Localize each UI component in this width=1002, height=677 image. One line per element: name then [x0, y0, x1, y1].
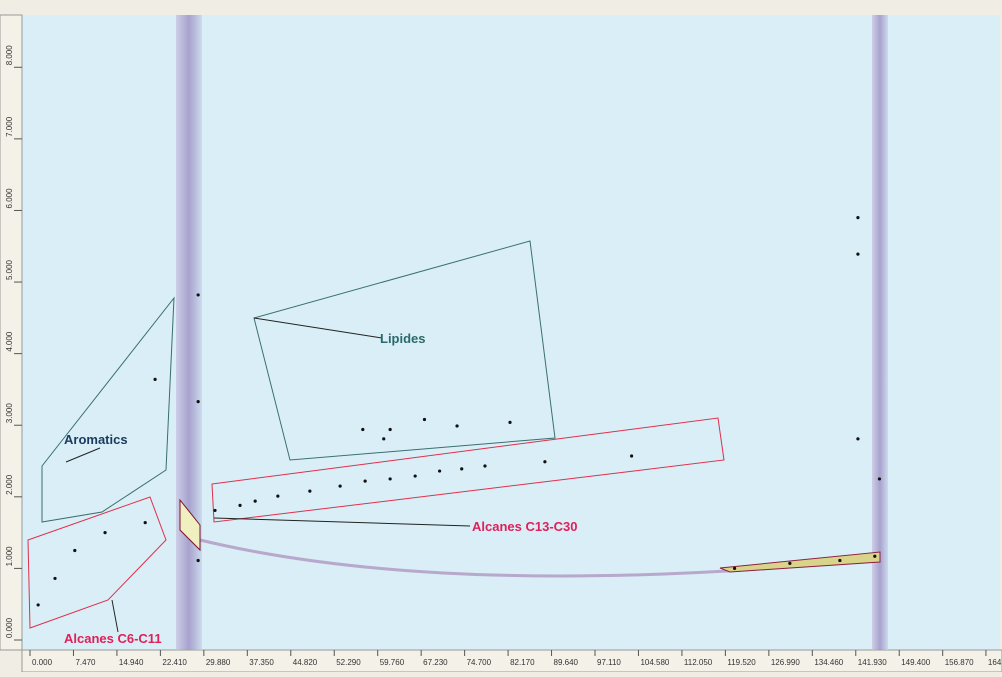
peak: [363, 479, 367, 483]
peak: [143, 520, 147, 525]
region-c13-c30: [211, 417, 725, 523]
x-tick-label: 126.990: [771, 658, 800, 667]
x-tick-label: 164.3: [988, 658, 1002, 667]
peak: [856, 216, 860, 220]
peak: [838, 558, 842, 563]
leader-line: [111, 599, 119, 633]
peak: [308, 489, 312, 493]
streak-blob: [179, 498, 201, 552]
y-tick-label: 6.000: [5, 188, 14, 209]
peak: [196, 400, 200, 404]
peak: [732, 566, 737, 571]
annotation: Alcanes C6-C11: [64, 631, 162, 646]
y-tick-label: 7.000: [5, 116, 14, 137]
peak: [455, 424, 459, 428]
leader-line: [213, 517, 471, 527]
peak: [276, 494, 280, 498]
x-tick-label: 156.870: [945, 658, 974, 667]
y-tick-label: 1.000: [5, 546, 14, 567]
annotation: Aromatics: [64, 432, 128, 447]
x-tick-label: 89.640: [554, 658, 579, 667]
peak: [238, 503, 242, 508]
leader-line: [253, 317, 383, 339]
peak: [73, 548, 77, 553]
peak: [103, 531, 107, 535]
y-tick-label: 5.000: [5, 259, 14, 280]
region-aromatics: [41, 296, 175, 523]
x-tick-label: 59.760: [380, 658, 405, 667]
peak: [36, 603, 40, 607]
peak: [543, 460, 547, 464]
y-tick-label: 2.000: [5, 474, 14, 495]
x-tick-label: 141.930: [858, 658, 887, 667]
peak: [856, 252, 860, 256]
y-tick-label: 0.000: [5, 617, 14, 638]
peak: [196, 558, 200, 563]
x-tick-label: 14.940: [119, 658, 144, 667]
x-tick-label: 149.400: [901, 658, 930, 667]
peak: [422, 417, 427, 422]
x-tick-label: 97.110: [597, 658, 621, 667]
peak: [253, 499, 257, 503]
peak: [788, 561, 792, 565]
x-tick-label: 22.410: [162, 658, 187, 667]
x-tick-label: 29.880: [206, 658, 231, 667]
x-tick-label: 104.580: [640, 658, 669, 667]
x-tick-label: 119.520: [727, 658, 756, 667]
x-tick-label: 112.050: [684, 658, 713, 667]
peak: [338, 484, 342, 488]
peak: [53, 576, 57, 581]
region-lipides: [253, 240, 556, 461]
leader-line: [65, 447, 101, 463]
x-tick-label: 52.290: [336, 658, 361, 667]
peak: [508, 420, 512, 424]
x-tick-label: 0.000: [32, 658, 53, 667]
y-tick-label: 3.000: [5, 403, 14, 424]
peak: [361, 427, 365, 432]
x-tick-label: 82.170: [510, 658, 535, 667]
x-tick-label: 37.350: [249, 658, 274, 667]
peak: [196, 293, 200, 297]
peak: [856, 437, 860, 441]
column-bleed: [176, 15, 202, 650]
annotation: Alcanes C13-C30: [472, 519, 578, 534]
peak: [483, 464, 487, 468]
peak: [877, 477, 882, 481]
peak: [382, 437, 386, 441]
x-tick-label: 134.460: [814, 658, 843, 667]
y-ruler: [0, 14, 23, 651]
y-tick-label: 4.000: [5, 331, 14, 352]
x-tick-label: 67.230: [423, 658, 448, 667]
peak: [413, 474, 417, 478]
x-tick-label: 74.700: [467, 658, 492, 667]
peak: [630, 454, 634, 458]
peak: [438, 469, 442, 473]
region-c6-c11: [27, 496, 167, 629]
y-tick-label: 8.000: [5, 45, 14, 66]
x-tick-label: 44.820: [293, 658, 318, 667]
peak: [873, 554, 877, 558]
peak: [460, 467, 464, 471]
peak: [213, 508, 217, 513]
streak-blob: [719, 551, 881, 573]
peak: [153, 377, 157, 382]
x-tick-label: 7.470: [75, 658, 96, 667]
peak: [388, 477, 392, 481]
column-bleed: [872, 15, 888, 650]
annotation: Lipides: [380, 331, 426, 346]
peak: [388, 427, 392, 432]
